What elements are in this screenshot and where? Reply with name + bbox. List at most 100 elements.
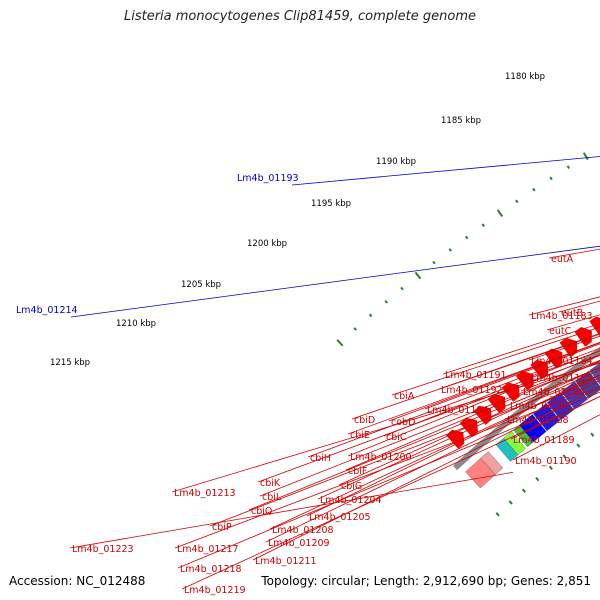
blue-feature — [532, 403, 561, 432]
connector-line — [209, 374, 600, 527]
inner-dot — [590, 432, 595, 437]
gene-label: cbiE — [350, 430, 370, 441]
connector-line — [177, 391, 600, 569]
accession-text: Accession: NC_012488 — [9, 574, 146, 588]
kbp-tick — [414, 271, 422, 280]
connector-line — [388, 342, 600, 422]
gene-label: Lm4b_01219 — [184, 585, 246, 596]
kbp-dot — [368, 313, 373, 318]
kbp-dot — [515, 199, 519, 204]
kbp-tick — [582, 152, 589, 161]
kbp-label: 1200 kbp — [247, 239, 287, 249]
kbp-dot — [566, 165, 570, 169]
connector-line — [317, 369, 600, 500]
gene-label: Lm4b_01223 — [72, 544, 134, 555]
inner-dot — [521, 488, 527, 493]
connector-line — [442, 323, 600, 375]
gene-label: cbiQ — [251, 506, 272, 517]
connector-line — [181, 396, 600, 590]
gene-label: Lm4b_01217 — [177, 544, 239, 555]
kbp-label: 1190 kbp — [376, 157, 416, 167]
gene-label: Lm4b_01188 — [507, 415, 569, 426]
kbp-label: 1180 kbp — [505, 72, 545, 82]
connector-line — [257, 355, 600, 483]
kbp-dot — [464, 235, 469, 240]
gene-label: Lm4b_01183 — [531, 311, 593, 322]
gene-label: eutA — [551, 254, 574, 265]
topology-text: Topology: circular; Length: 2,912,690 bp… — [261, 574, 591, 588]
connector-line — [558, 300, 600, 313]
connector-line — [546, 314, 600, 331]
kbp-label: 1215 kbp — [50, 358, 90, 368]
inner-dot — [495, 512, 500, 517]
gene-label: Lm4b_01189 — [513, 435, 575, 446]
gene-label: eutC — [549, 326, 572, 337]
label-connector-lines — [69, 156, 600, 590]
gene-label: cbiF — [348, 466, 367, 477]
kbp-dot — [432, 260, 436, 265]
connector-line — [347, 341, 600, 435]
gene-label: Lm4b_01184 — [531, 356, 593, 367]
gene-label: Lm4b_01187 — [510, 401, 572, 412]
gene-label: cbiA — [394, 391, 415, 402]
connector-line — [171, 362, 600, 493]
gene-label: Lm4b_01208 — [272, 525, 334, 536]
inner-dot — [548, 465, 553, 470]
gene-label: Lm4b_01213 — [174, 488, 236, 499]
kbp-tick-dots — [353, 165, 595, 517]
inner-dot — [562, 454, 567, 459]
connector-line — [507, 367, 600, 406]
connector-line — [345, 360, 600, 471]
inner-dot — [576, 443, 581, 448]
gene-label: Lm4b_01211 — [255, 556, 317, 567]
gene-label: Lm4b_01186 — [523, 387, 585, 398]
kbp-dot — [353, 327, 357, 331]
kbp-label: 1205 kbp — [181, 280, 221, 290]
kbp-ticks: 1180 kbp 1185 kbp 1190 kbp 1195 kbp 1200 kbp… — [50, 72, 589, 368]
gene-label: cbiH — [310, 453, 331, 464]
gene-label: cobD — [391, 417, 415, 428]
gene-label: cbiL — [262, 492, 282, 503]
connector-line — [265, 379, 600, 543]
gene-label: Lm4b_01194 — [427, 405, 489, 416]
connector-line — [351, 333, 600, 420]
highlight-connector — [291, 156, 600, 186]
gene-label: Lm4b_01200 — [350, 452, 412, 463]
connector-line — [248, 367, 600, 511]
connector-line — [69, 471, 514, 549]
connector-line — [252, 386, 600, 561]
connector-line — [347, 354, 600, 457]
gene-label: Lm4b_01185 — [531, 373, 593, 384]
kbp-label: 1185 kbp — [441, 116, 481, 126]
connector-line — [174, 386, 600, 549]
kbp-label: 1195 kbp — [311, 199, 351, 209]
connector-line — [528, 296, 600, 316]
connector-line — [259, 361, 600, 497]
gene-label: Lm4b_01204 — [320, 495, 382, 506]
gene-label: Lm4b_01192 — [441, 385, 503, 396]
gene-label: Lm4b_01218 — [180, 564, 242, 575]
kbp-tick — [496, 209, 504, 218]
gene-label: Lm4b_01191 — [445, 370, 507, 381]
gene-label: cbiG — [341, 481, 362, 492]
map-title: Listeria monocytogenes Clip81459, comple… — [123, 9, 476, 24]
gene-labels: eutA eutB eutC Lm4b_01183 Lm4b_01184 Lm4b_011… — [16, 173, 593, 596]
kbp-dot — [400, 286, 404, 291]
inner-dot — [508, 500, 513, 505]
connector-line — [438, 332, 600, 390]
highlight-gene-label: Lm4b_01193 — [237, 173, 299, 184]
gene-label: Lm4b_01205 — [309, 512, 371, 523]
gene-arrow — [589, 316, 600, 337]
connector-line — [391, 326, 600, 396]
gene-label: cbiK — [260, 478, 281, 489]
feature-tracks — [446, 316, 600, 489]
kbp-dot — [532, 187, 536, 192]
kbp-dot — [549, 176, 553, 181]
connector-line — [338, 366, 600, 486]
misc-feature — [480, 451, 504, 475]
kbp-tick — [336, 339, 344, 347]
gene-label: eutB — [561, 308, 583, 319]
connector-line — [548, 248, 600, 259]
kbp-dot — [384, 300, 388, 304]
